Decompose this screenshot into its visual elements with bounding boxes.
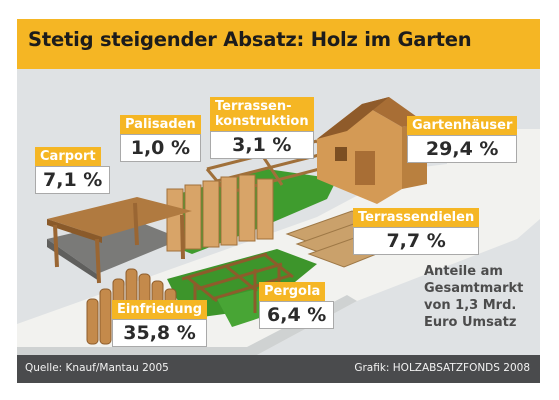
value-label: 29,4 % <box>407 135 518 163</box>
title-bar: Stetig steigender Absatz: Holz im Garten <box>17 19 540 69</box>
category-label: Einfriedung <box>112 300 208 319</box>
category-label: Terrassendielen <box>353 208 480 227</box>
value-label: 6,4 % <box>259 301 335 329</box>
chart-title: Stetig steigender Absatz: Holz im Garten <box>28 28 472 51</box>
category-label: Carport <box>35 147 101 166</box>
source-text: Quelle: Knauf/Mantau 2005 <box>25 362 169 374</box>
infographic-frame: Stetig steigender Absatz: Holz im Garten <box>17 19 540 383</box>
footer-bar: Quelle: Knauf/Mantau 2005 Grafik: HOLZAB… <box>17 355 540 383</box>
callout-einfriedung: Einfriedung 35,8 % <box>112 298 208 347</box>
value-label: 3,1 % <box>210 131 314 159</box>
category-label: Palisaden <box>120 115 201 134</box>
category-label: Gartenhäuser <box>407 116 518 135</box>
credit-text: Grafik: HOLZABSATZFONDS 2008 <box>354 362 530 374</box>
value-label: 7,1 % <box>35 166 111 194</box>
value-label: 35,8 % <box>112 319 208 347</box>
callout-terrassendielen: Terrassendielen 7,7 % <box>353 206 480 255</box>
pergola-shape <box>181 252 294 327</box>
fence-panels <box>166 174 274 252</box>
market-share-note: Anteile am Gesamtmarkt von 1,3 Mrd. Euro… <box>424 264 524 330</box>
callout-gartenhaeuser: Gartenhäuser 29,4 % <box>407 114 518 163</box>
callout-palisaden: Palisaden 1,0 % <box>120 113 201 162</box>
category-label: Terrassen- konstruktion <box>210 97 314 131</box>
callout-terrassenkonstruktion: Terrassen- konstruktion 3,1 % <box>210 97 314 159</box>
callout-carport: Carport 7,1 % <box>35 145 111 194</box>
category-label: Pergola <box>259 282 326 301</box>
value-label: 7,7 % <box>353 227 480 255</box>
callout-pergola: Pergola 6,4 % <box>259 280 335 329</box>
carport-shape <box>47 197 192 284</box>
value-label: 1,0 % <box>120 134 201 162</box>
